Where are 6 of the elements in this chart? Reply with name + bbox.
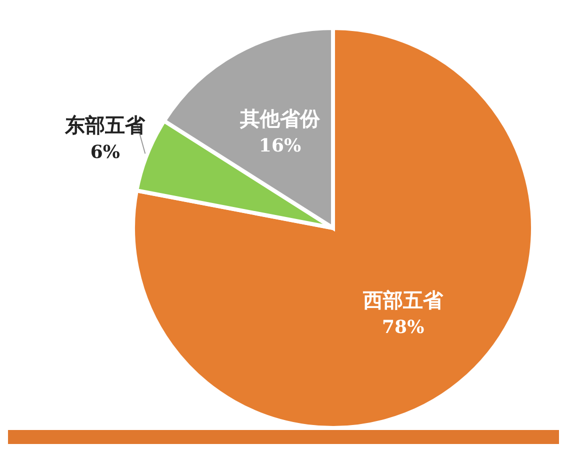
slice-label: 其他省份: [239, 106, 322, 131]
data-label: 6%: [90, 142, 120, 163]
slice-label: 西部五省: [362, 288, 444, 312]
data-label: 16%: [258, 136, 302, 157]
data-label: 78%: [382, 316, 424, 338]
slice-label: 东部五省: [64, 112, 146, 137]
